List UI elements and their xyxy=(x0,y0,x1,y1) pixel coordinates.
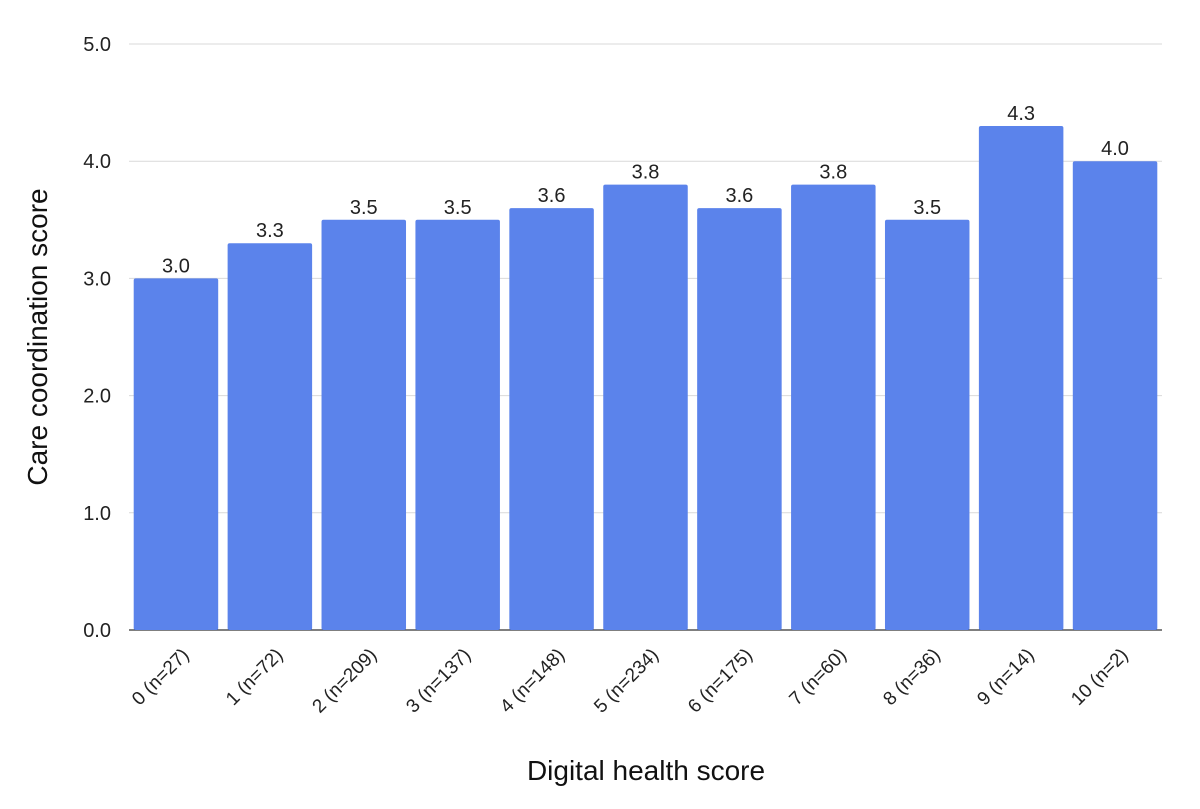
bar xyxy=(227,243,313,631)
x-tick-label: 6 (n=175) xyxy=(684,645,757,718)
y-tick-label: 1.0 xyxy=(83,503,111,525)
bar xyxy=(884,219,970,631)
data-label: 3.6 xyxy=(726,185,754,207)
x-tick-label: 10 (n=2) xyxy=(1067,645,1132,710)
y-tick-label: 5.0 xyxy=(83,34,111,56)
bar xyxy=(133,278,219,630)
bar xyxy=(509,208,594,630)
x-tick-label: 1 (n=72) xyxy=(222,645,287,710)
x-tick-label: 3 (n=137) xyxy=(402,645,475,718)
x-tick-label: 4 (n=148) xyxy=(496,645,569,718)
y-axis-title: Care coordination score xyxy=(22,188,53,485)
bar xyxy=(791,184,876,630)
y-tick-label: 2.0 xyxy=(83,386,111,408)
y-tick-label: 0.0 xyxy=(83,620,111,642)
x-tick-label: 0 (n=27) xyxy=(128,645,193,710)
bar xyxy=(978,126,1064,630)
data-label: 3.5 xyxy=(444,197,472,219)
data-label: 3.3 xyxy=(256,220,284,242)
y-tick-label: 3.0 xyxy=(83,268,111,290)
bar xyxy=(697,208,782,630)
data-label: 3.8 xyxy=(819,162,847,184)
bars xyxy=(133,126,1158,631)
x-axis-title: Digital health score xyxy=(527,755,765,786)
data-label: 3.8 xyxy=(632,162,660,184)
data-label: 3.5 xyxy=(913,197,941,219)
x-tick-label: 5 (n=234) xyxy=(590,645,663,718)
data-label: 3.5 xyxy=(350,197,378,219)
bar xyxy=(321,219,407,631)
data-labels: 3.0 3.3 3.5 3.5 3.6 3.8 3.6 3.8 3.5 4.3 4.0 xyxy=(162,103,1129,277)
x-tick-label: 2 (n=209) xyxy=(309,645,382,718)
x-tick-label: 8 (n=36) xyxy=(879,645,944,710)
data-label: 3.6 xyxy=(538,185,566,207)
bar xyxy=(603,184,688,630)
bar xyxy=(1072,161,1158,630)
y-tick-label: 4.0 xyxy=(83,151,111,173)
x-axis-ticks: 0 (n=27) 1 (n=72) 2 (n=209) 3 (n=137) 4 (n=1… xyxy=(128,645,1132,718)
y-axis-ticks: 0.0 1.0 2.0 3.0 4.0 5.0 xyxy=(83,34,111,642)
data-label: 4.0 xyxy=(1101,138,1129,160)
x-tick-label: 7 (n=60) xyxy=(786,645,851,710)
bar xyxy=(415,219,500,631)
data-label: 3.0 xyxy=(162,255,190,277)
x-tick-label: 9 (n=14) xyxy=(973,645,1038,710)
data-label: 4.3 xyxy=(1007,103,1035,125)
